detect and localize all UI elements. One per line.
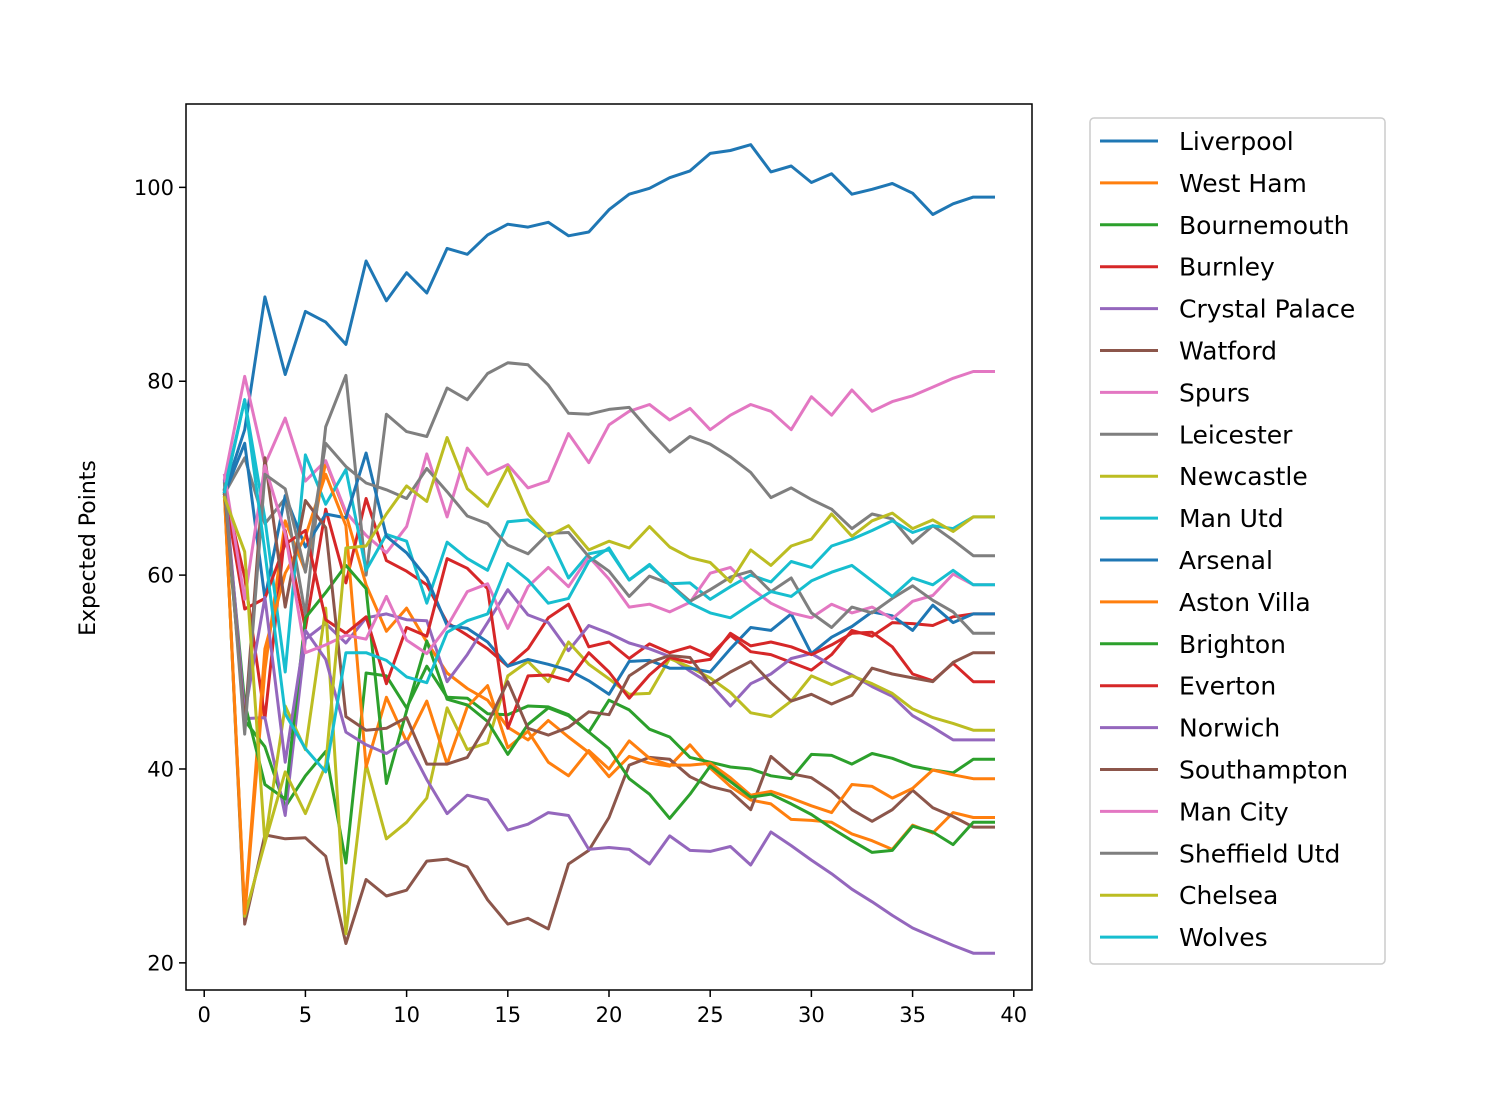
- series-line-wolves: [222, 398, 995, 774]
- series-line-spurs: [222, 370, 995, 555]
- legend-item: Norwich: [1100, 714, 1280, 743]
- series-line-brighton: [222, 489, 995, 854]
- legend-item: Wolves: [1100, 923, 1268, 952]
- y-tick-label: 40: [147, 757, 174, 781]
- legend-label: Arsenal: [1179, 546, 1273, 575]
- y-tick-label: 80: [147, 370, 174, 394]
- legend-label: Newcastle: [1179, 462, 1308, 491]
- series-line-crystal-palace: [222, 481, 995, 817]
- series-line-aston-villa: [222, 472, 995, 915]
- legend-label: West Ham: [1179, 169, 1307, 198]
- series-line-west-ham: [222, 460, 995, 918]
- series-line-norwich: [222, 479, 995, 955]
- legend-item: Bournemouth: [1100, 211, 1350, 240]
- legend-label: Sheffield Utd: [1179, 839, 1340, 868]
- y-tick-label: 100: [134, 176, 174, 200]
- legend-label: Spurs: [1179, 378, 1250, 407]
- series-line-newcastle: [222, 494, 995, 936]
- series-line-arsenal: [222, 441, 995, 696]
- series-line-southampton: [222, 456, 995, 766]
- legend-item: Chelsea: [1100, 881, 1278, 910]
- legend-item: Leicester: [1100, 420, 1293, 449]
- legend-item: Brighton: [1100, 630, 1286, 659]
- legend-label: Aston Villa: [1179, 588, 1311, 617]
- legend-frame: [1089, 117, 1386, 965]
- legend-item: Aston Villa: [1100, 588, 1311, 617]
- legend-item: Newcastle: [1100, 462, 1308, 491]
- series-line-man-city: [222, 464, 995, 656]
- legend-label: Liverpool: [1179, 127, 1294, 156]
- series-line-bournemouth: [222, 495, 995, 865]
- x-tick-label: 35: [899, 1003, 926, 1027]
- series-line-burnley: [222, 488, 995, 721]
- legend-label: Brighton: [1179, 630, 1286, 659]
- legend-label: Wolves: [1179, 923, 1268, 952]
- series-line-everton: [222, 489, 995, 730]
- x-tick-label: 20: [596, 1003, 623, 1027]
- plot-area: [222, 143, 995, 955]
- legend-item: Liverpool: [1100, 127, 1294, 156]
- legend-item: Spurs: [1100, 378, 1250, 407]
- series-line-chelsea: [222, 436, 995, 845]
- legend-label: Chelsea: [1179, 881, 1278, 910]
- legend-label: Bournemouth: [1179, 211, 1350, 240]
- series-line-watford: [222, 490, 995, 945]
- x-tick-label: 10: [393, 1003, 420, 1027]
- y-axis: 20 40 60 80 100: [134, 176, 186, 975]
- legend-item: Man Utd: [1100, 504, 1284, 533]
- legend-label: Everton: [1179, 672, 1276, 701]
- x-tick-label: 40: [1000, 1003, 1027, 1027]
- y-axis-label: Expected Points: [76, 460, 101, 636]
- legend-item: Burnley: [1100, 253, 1275, 282]
- x-axis: 0 5 10 15 20 25 30 35 40: [198, 990, 1027, 1027]
- series-line-leicester: [222, 361, 995, 617]
- x-tick-label: 25: [697, 1003, 724, 1027]
- legend-item: Man City: [1100, 797, 1289, 826]
- legend-label: Norwich: [1179, 714, 1280, 743]
- legend: Liverpool West Ham Bournemouth Burnley Cryst…: [1089, 117, 1386, 965]
- legend-label: Burnley: [1179, 253, 1275, 282]
- y-tick-label: 20: [147, 951, 174, 975]
- legend-item: Everton: [1100, 672, 1276, 701]
- legend-label: Watford: [1179, 337, 1277, 366]
- series-line-liverpool: [222, 143, 995, 494]
- y-tick-label: 60: [147, 564, 174, 588]
- legend-label: Crystal Palace: [1179, 295, 1355, 324]
- legend-label: Southampton: [1179, 756, 1348, 785]
- legend-item: Arsenal: [1100, 546, 1273, 575]
- legend-item: Watford: [1100, 337, 1277, 366]
- legend-item: West Ham: [1100, 169, 1307, 198]
- legend-label: Man City: [1179, 797, 1289, 826]
- x-tick-label: 30: [798, 1003, 825, 1027]
- legend-label: Man Utd: [1179, 504, 1284, 533]
- legend-label: Leicester: [1179, 420, 1293, 449]
- x-tick-label: 5: [299, 1003, 312, 1027]
- legend-item: Sheffield Utd: [1100, 839, 1340, 868]
- series-line-sheffield-utd: [222, 441, 995, 736]
- legend-item: Crystal Palace: [1100, 295, 1355, 324]
- x-tick-label: 0: [198, 1003, 211, 1027]
- x-tick-label: 15: [494, 1003, 521, 1027]
- legend-item: Southampton: [1100, 756, 1348, 785]
